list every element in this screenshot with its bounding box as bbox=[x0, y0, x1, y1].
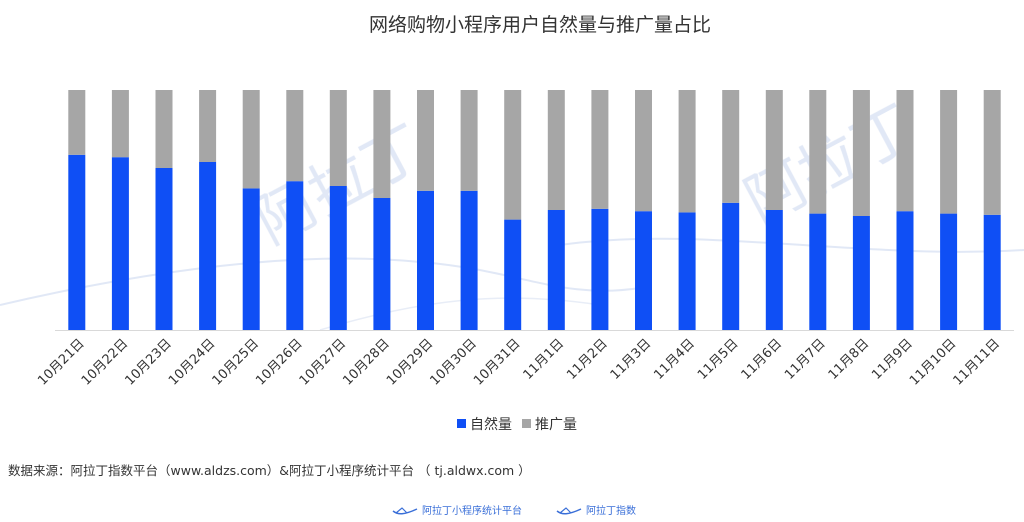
x-tick-label: 10月21日 bbox=[35, 336, 87, 388]
bar-promo-17 bbox=[765, 90, 783, 210]
logo-icon bbox=[556, 506, 582, 514]
bar-natural-17 bbox=[765, 210, 783, 330]
x-tick-label: 11月11日 bbox=[951, 336, 1003, 388]
legend: 自然量 推广量 bbox=[457, 416, 577, 433]
bar-natural-9 bbox=[417, 190, 434, 330]
bar-natural-20 bbox=[896, 211, 914, 330]
bar-natural-18 bbox=[809, 213, 827, 330]
bar-promo-21 bbox=[940, 90, 958, 214]
x-tick-label: 10月25日 bbox=[210, 336, 262, 388]
x-tick-label: 11月8日 bbox=[826, 336, 873, 383]
x-tick-label: 11月1日 bbox=[521, 336, 568, 383]
bar-promo-11 bbox=[504, 90, 522, 220]
chart-title: 网络购物小程序用户自然量与推广量占比 bbox=[369, 14, 711, 36]
footer-logo-index-text: 阿拉丁指数 bbox=[586, 506, 636, 517]
x-tick-label: 10月22日 bbox=[79, 336, 131, 388]
x-tick-label: 11月10日 bbox=[907, 336, 959, 388]
bar-promo-20 bbox=[896, 90, 914, 212]
legend-label-natural: 自然量 bbox=[470, 416, 512, 433]
logo-icon bbox=[392, 506, 418, 514]
bar-natural-10 bbox=[460, 190, 478, 330]
bar-natural-16 bbox=[722, 202, 740, 330]
bar-promo-3 bbox=[155, 90, 173, 168]
x-tick-label: 10月26日 bbox=[253, 336, 305, 388]
bar-promo-22 bbox=[983, 90, 1001, 215]
legend-swatch-natural bbox=[457, 419, 466, 428]
bar-natural-4 bbox=[199, 162, 217, 330]
bar-natural-14 bbox=[635, 211, 652, 330]
bar-promo-18 bbox=[809, 90, 827, 214]
bar-natural-11 bbox=[504, 219, 522, 330]
bar-promo-16 bbox=[722, 90, 740, 203]
footer-logo-stats-text: 阿拉丁小程序统计平台 bbox=[422, 506, 522, 517]
bar-promo-6 bbox=[286, 90, 304, 182]
bar-natural-13 bbox=[591, 208, 609, 330]
x-tick-label: 10月23日 bbox=[122, 336, 174, 388]
x-tick-label: 10月28日 bbox=[340, 336, 392, 388]
bar-natural-19 bbox=[852, 216, 870, 330]
bars-group bbox=[68, 90, 1001, 330]
x-tick-label: 10月31日 bbox=[471, 336, 523, 388]
x-tick-labels: 10月21日10月22日10月23日10月24日10月25日10月26日10月2… bbox=[35, 336, 1003, 388]
bar-promo-7 bbox=[329, 90, 347, 186]
bar-promo-15 bbox=[678, 90, 696, 213]
bar-promo-14 bbox=[635, 90, 652, 212]
x-tick-label: 11月7日 bbox=[782, 336, 829, 383]
x-tick-label: 10月29日 bbox=[384, 336, 436, 388]
bar-natural-22 bbox=[983, 214, 1001, 330]
bar-natural-7 bbox=[329, 186, 347, 330]
x-tick-label: 11月5日 bbox=[695, 336, 742, 383]
x-tick-label: 10月27日 bbox=[297, 336, 349, 388]
bar-promo-4 bbox=[199, 90, 217, 162]
x-tick-label: 11月3日 bbox=[608, 336, 655, 383]
bar-natural-15 bbox=[678, 212, 696, 330]
bar-promo-1 bbox=[68, 90, 86, 155]
footer-logo-index: 阿拉丁指数 bbox=[556, 502, 636, 517]
x-tick-label: 11月2日 bbox=[564, 336, 611, 383]
data-source-note: 数据来源：阿拉丁指数平台（www.aldzs.com）&阿拉丁小程序统计平台 （… bbox=[8, 463, 531, 478]
bar-natural-12 bbox=[547, 210, 565, 330]
bar-promo-2 bbox=[111, 90, 129, 158]
bar-natural-1 bbox=[68, 154, 86, 330]
bar-promo-8 bbox=[373, 90, 391, 198]
bar-natural-21 bbox=[940, 213, 958, 330]
x-tick-label: 10月24日 bbox=[166, 336, 218, 388]
bar-natural-3 bbox=[155, 168, 173, 330]
x-tick-label: 10月30日 bbox=[428, 336, 480, 388]
bar-natural-6 bbox=[286, 181, 304, 330]
bar-natural-2 bbox=[111, 157, 129, 330]
x-tick-label: 11月4日 bbox=[651, 336, 698, 383]
bar-promo-12 bbox=[547, 90, 565, 210]
bar-promo-10 bbox=[460, 90, 478, 191]
bar-natural-8 bbox=[373, 198, 391, 330]
x-tick-label: 11月6日 bbox=[739, 336, 786, 383]
footer-logo-stats: 阿拉丁小程序统计平台 bbox=[392, 502, 522, 517]
bar-promo-9 bbox=[417, 90, 434, 191]
legend-label-promo: 推广量 bbox=[535, 417, 577, 433]
bar-promo-13 bbox=[591, 90, 609, 209]
legend-swatch-promo bbox=[522, 419, 531, 428]
bar-promo-19 bbox=[852, 90, 870, 216]
bar-natural-5 bbox=[242, 188, 260, 330]
bar-promo-5 bbox=[242, 90, 260, 189]
